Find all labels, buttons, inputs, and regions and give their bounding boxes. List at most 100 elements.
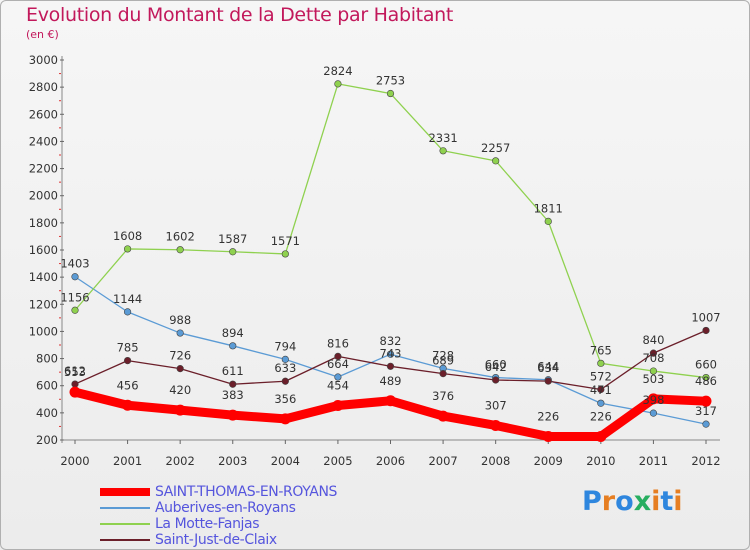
y-tick-label: 3000: [29, 53, 58, 67]
data-point: [71, 380, 79, 388]
data-label: 456: [117, 378, 139, 392]
data-point: [702, 373, 710, 382]
x-tick-label: 2000: [60, 454, 89, 468]
data-label: 728: [432, 348, 454, 362]
data-point: [437, 410, 449, 422]
data-point: [597, 399, 605, 407]
data-label: 894: [222, 326, 244, 340]
legend-swatch: [100, 539, 150, 541]
x-tick-label: 2004: [271, 454, 300, 468]
data-label: 634: [537, 361, 559, 375]
y-tick-label: 1000: [29, 324, 58, 338]
y-tick-label: 200: [36, 433, 58, 447]
data-label: 226: [590, 409, 612, 423]
data-label: 664: [327, 357, 349, 371]
data-label: 1156: [60, 290, 89, 304]
data-point: [69, 386, 81, 398]
data-label: 765: [590, 343, 612, 357]
data-label: 785: [117, 341, 139, 355]
data-label: 1007: [691, 310, 720, 324]
data-label: 2824: [323, 64, 352, 78]
data-point: [597, 385, 605, 394]
data-label: 471: [590, 383, 612, 397]
data-label: 356: [274, 392, 296, 406]
data-point: [334, 80, 342, 88]
data-point: [439, 370, 447, 378]
y-tick-label: 2600: [29, 107, 58, 121]
data-label: 660: [695, 358, 717, 372]
data-point: [700, 395, 712, 407]
data-label: 307: [485, 398, 507, 412]
data-point: [386, 350, 395, 358]
data-point: [281, 377, 289, 385]
data-label: 689: [432, 354, 454, 368]
data-label: 1811: [534, 201, 563, 215]
x-tick-label: 2001: [113, 454, 142, 468]
data-label: 726: [169, 349, 191, 363]
legend-swatch: [100, 507, 150, 509]
x-tick-label: 2010: [586, 454, 615, 468]
data-label: 486: [695, 374, 717, 388]
data-label: 743: [380, 346, 402, 360]
data-point: [649, 409, 658, 417]
y-tick-label: 1800: [29, 216, 58, 230]
y-tick-label: 1400: [29, 270, 58, 284]
data-point: [174, 404, 186, 416]
data-point: [490, 419, 502, 431]
data-label: 383: [222, 388, 244, 402]
y-tick-label: 2400: [29, 134, 58, 148]
data-label: 489: [380, 374, 402, 388]
y-tick-label: 1600: [29, 243, 58, 257]
data-point: [492, 157, 500, 165]
data-label: 2257: [481, 141, 510, 155]
data-point: [544, 217, 552, 225]
data-label: 840: [642, 333, 664, 347]
data-point: [227, 409, 239, 421]
data-label: 1403: [60, 257, 89, 271]
data-point: [386, 362, 395, 370]
data-label: 633: [274, 361, 296, 375]
data-point: [332, 400, 344, 412]
data-point: [544, 377, 552, 385]
data-point: [542, 430, 554, 442]
data-point: [595, 430, 607, 442]
data-label: 708: [642, 351, 664, 365]
data-point: [702, 326, 710, 335]
data-point: [647, 393, 659, 405]
y-tick-label: 2000: [29, 189, 58, 203]
data-label: 553: [64, 365, 86, 379]
x-tick-label: 2009: [534, 454, 563, 468]
y-tick-label: 600: [36, 379, 58, 393]
data-label: 1608: [113, 229, 142, 243]
data-point: [229, 342, 237, 350]
data-point: [439, 147, 447, 155]
legend-label: SAINT-THOMAS-EN-ROYANS: [155, 484, 338, 500]
data-point: [386, 89, 395, 98]
data-label: 420: [169, 383, 191, 397]
data-label: 503: [642, 372, 664, 386]
x-tick-label: 2003: [218, 454, 247, 468]
y-tick-label: 2800: [29, 80, 58, 94]
x-tick-label: 2012: [691, 454, 720, 468]
data-point: [279, 413, 291, 425]
data-point: [702, 420, 710, 428]
legend-label: La Motte-Fanjas: [155, 516, 260, 532]
data-label: 1602: [166, 230, 195, 244]
chart-subtitle: (en €): [26, 28, 59, 41]
legend-swatch: [100, 488, 150, 496]
y-tick-label: 1200: [29, 297, 58, 311]
data-point: [176, 365, 184, 373]
x-tick-label: 2007: [428, 454, 457, 468]
data-point: [597, 359, 605, 367]
data-label: 612: [64, 364, 86, 378]
data-label: 1144: [113, 292, 142, 306]
data-point: [281, 355, 289, 363]
data-label: 317: [695, 404, 717, 418]
data-label: 988: [169, 313, 191, 327]
data-point: [334, 373, 342, 381]
y-tick-label: 400: [36, 406, 58, 420]
data-label: 611: [222, 364, 244, 378]
data-label: 454: [327, 379, 349, 393]
data-point: [176, 329, 184, 337]
